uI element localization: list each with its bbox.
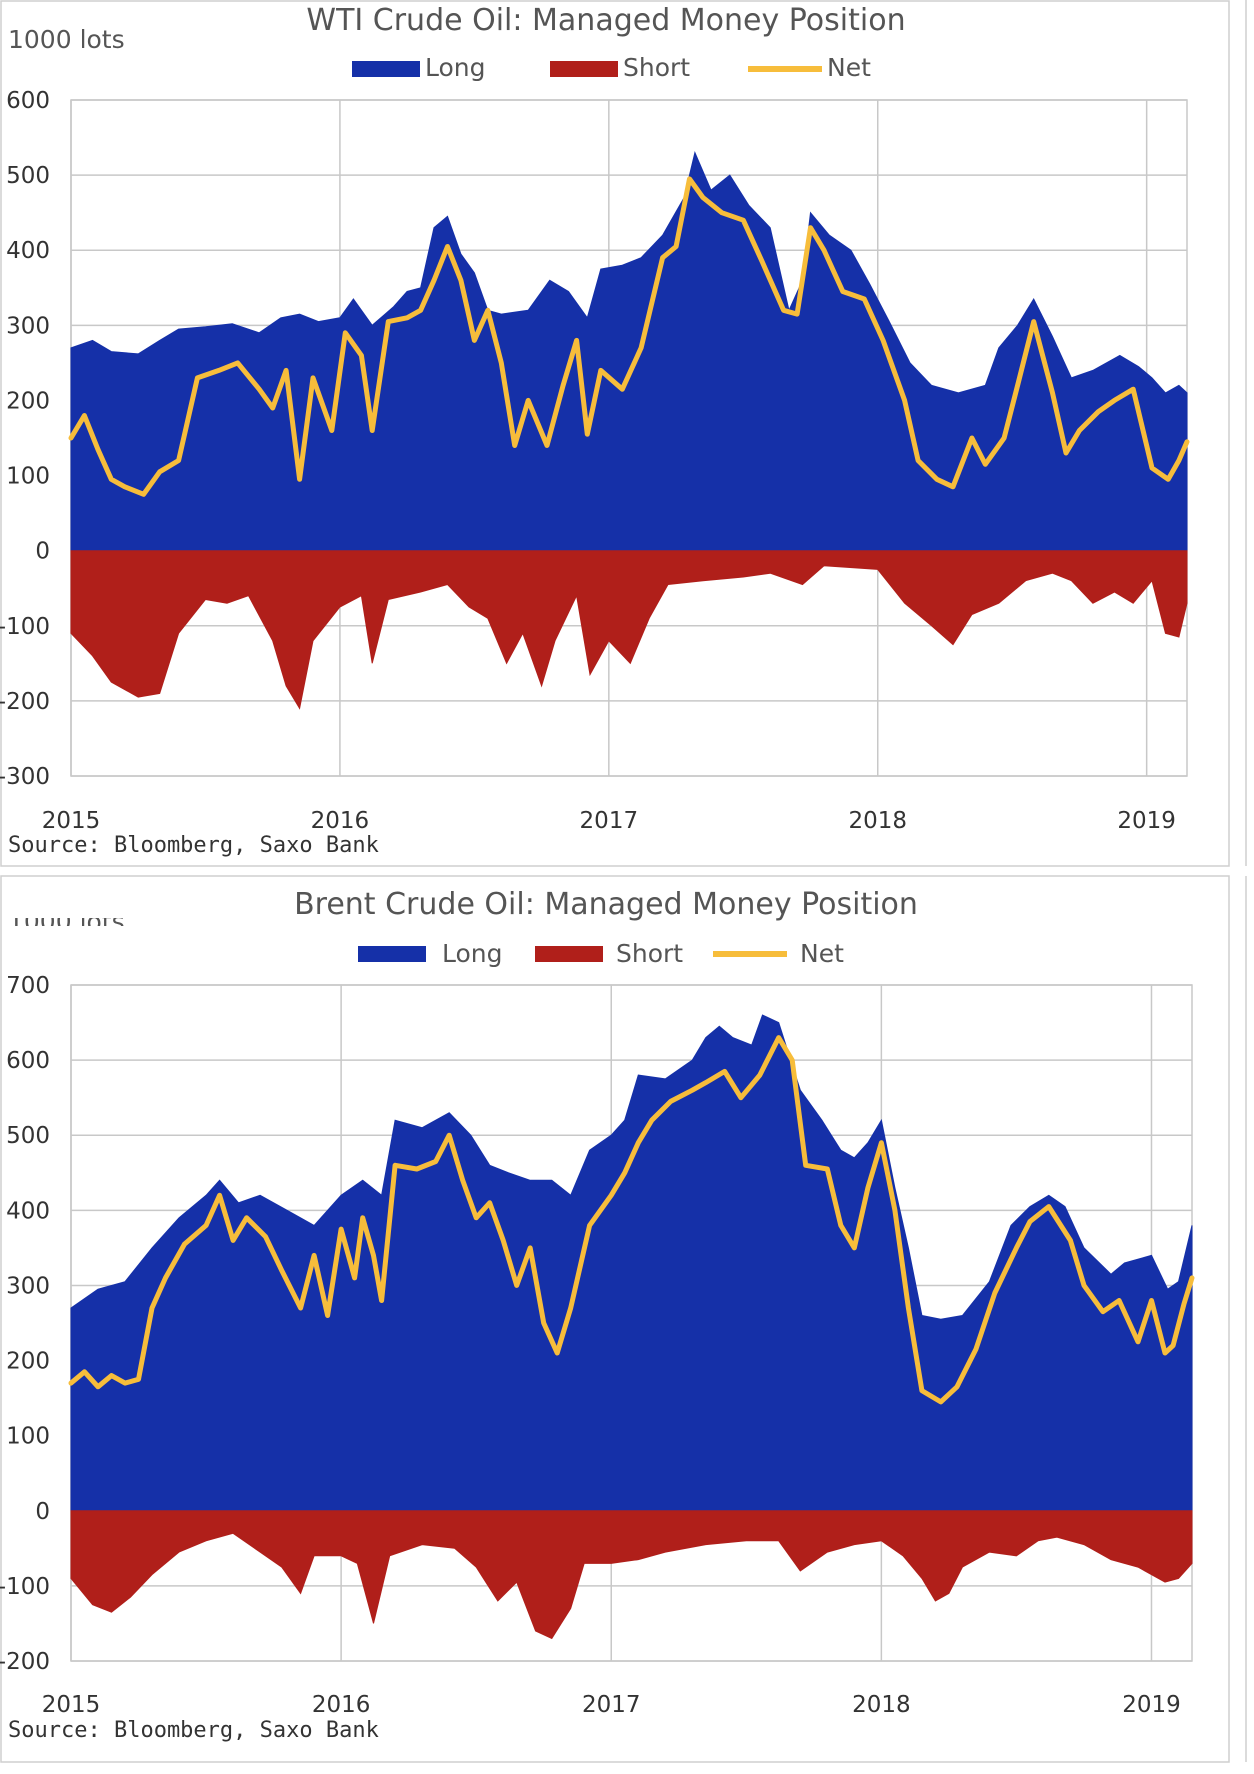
brent-legend-long-swatch: [358, 946, 426, 962]
brent-y-tick-label: 400: [6, 1198, 50, 1224]
brent-unit-label: 1000 lots: [8, 907, 125, 936]
wti-x-tick-label: 2016: [311, 808, 370, 834]
brent-net-line: [68, 1035, 1195, 1405]
brent-y-tick-label: 100: [6, 1424, 50, 1450]
brent-short-area: [70, 1510, 1193, 1640]
brent-y-tick-label: 200: [6, 1349, 50, 1375]
wti-legend-long-label: Long: [425, 53, 486, 82]
wti-legend: Long Short Net: [352, 53, 871, 82]
brent-legend: Long Short Net: [358, 939, 844, 968]
brent-series-areas: [68, 1014, 1195, 1640]
wti-chart-title: WTI Crude Oil: Managed Money Position: [306, 3, 905, 38]
wti-chart: WTI Crude Oil: Managed Money Position 10…: [0, 3, 1190, 858]
wti-series-areas: [68, 151, 1190, 710]
brent-x-axis: 2015 2016 2017 2018 2019: [42, 1692, 1181, 1718]
wti-y-tick-label: 500: [6, 163, 50, 189]
wti-panel-frame: [0, 0, 1230, 867]
brent-x-tick-label: 2016: [312, 1692, 371, 1718]
wti-x-tick-label: 2015: [42, 808, 101, 834]
brent-chart: Brent Crude Oil: Managed Money Position …: [0, 887, 1195, 1743]
wti-legend-long-swatch: [352, 61, 420, 77]
brent-y-tick-label: 0: [35, 1499, 50, 1525]
brent-legend-short-label: Short: [616, 939, 683, 968]
wti-legend-short-swatch: [550, 61, 618, 77]
wti-source-note: Source: Bloomberg, Saxo Bank: [8, 833, 379, 858]
brent-y-axis: 700 600 500 400 300 200 100 0 -100 -200: [0, 973, 50, 1675]
brent-y-tick-label: 700: [6, 973, 50, 999]
brent-y-tick-label: 600: [6, 1048, 50, 1074]
wti-y-tick-label: -200: [0, 689, 50, 715]
brent-x-tick-label: 2015: [42, 1692, 101, 1718]
wti-unit-label: 1000 lots: [8, 25, 125, 54]
wti-legend-short-label: Short: [623, 53, 690, 82]
wti-x-tick-label: 2018: [848, 808, 907, 834]
wti-short-area: [70, 550, 1188, 710]
wti-y-tick-label: 0: [35, 539, 50, 565]
brent-legend-short-swatch: [535, 946, 603, 962]
brent-y-tick-label: 500: [6, 1123, 50, 1149]
brent-long-area: [70, 1014, 1193, 1512]
brent-x-tick-label: 2019: [1122, 1692, 1181, 1718]
brent-panel-frame: [0, 875, 1230, 1763]
wti-y-tick-label: 600: [6, 88, 50, 114]
wti-long-area: [70, 151, 1188, 552]
wti-y-tick-label: 200: [6, 388, 50, 414]
brent-y-tick-label: -200: [0, 1649, 50, 1675]
wti-y-tick-label: -300: [0, 764, 50, 790]
wti-y-tick-label: 100: [6, 464, 50, 490]
wti-legend-net-label: Net: [827, 53, 871, 82]
brent-legend-net-label: Net: [800, 939, 844, 968]
brent-chart-title: Brent Crude Oil: Managed Money Position: [294, 887, 918, 922]
wti-y-axis: 600 500 400 300 200 100 0 -100 -200 -300: [0, 88, 50, 790]
wti-y-tick-label: 400: [6, 238, 50, 264]
wti-y-tick-label: 300: [6, 313, 50, 339]
brent-source-note: Source: Bloomberg, Saxo Bank: [8, 1718, 379, 1743]
wti-x-tick-label: 2019: [1117, 808, 1176, 834]
wti-net-line: [68, 176, 1190, 497]
wti-y-tick-label: -100: [0, 614, 50, 640]
wti-x-tick-label: 2017: [580, 808, 639, 834]
brent-y-tick-label: -100: [0, 1574, 50, 1600]
brent-x-tick-label: 2018: [852, 1692, 911, 1718]
brent-legend-long-label: Long: [442, 939, 503, 968]
wti-x-axis: 2015 2016 2017 2018 2019: [42, 808, 1176, 834]
brent-x-tick-label: 2017: [582, 1692, 641, 1718]
brent-y-tick-label: 300: [6, 1273, 50, 1299]
